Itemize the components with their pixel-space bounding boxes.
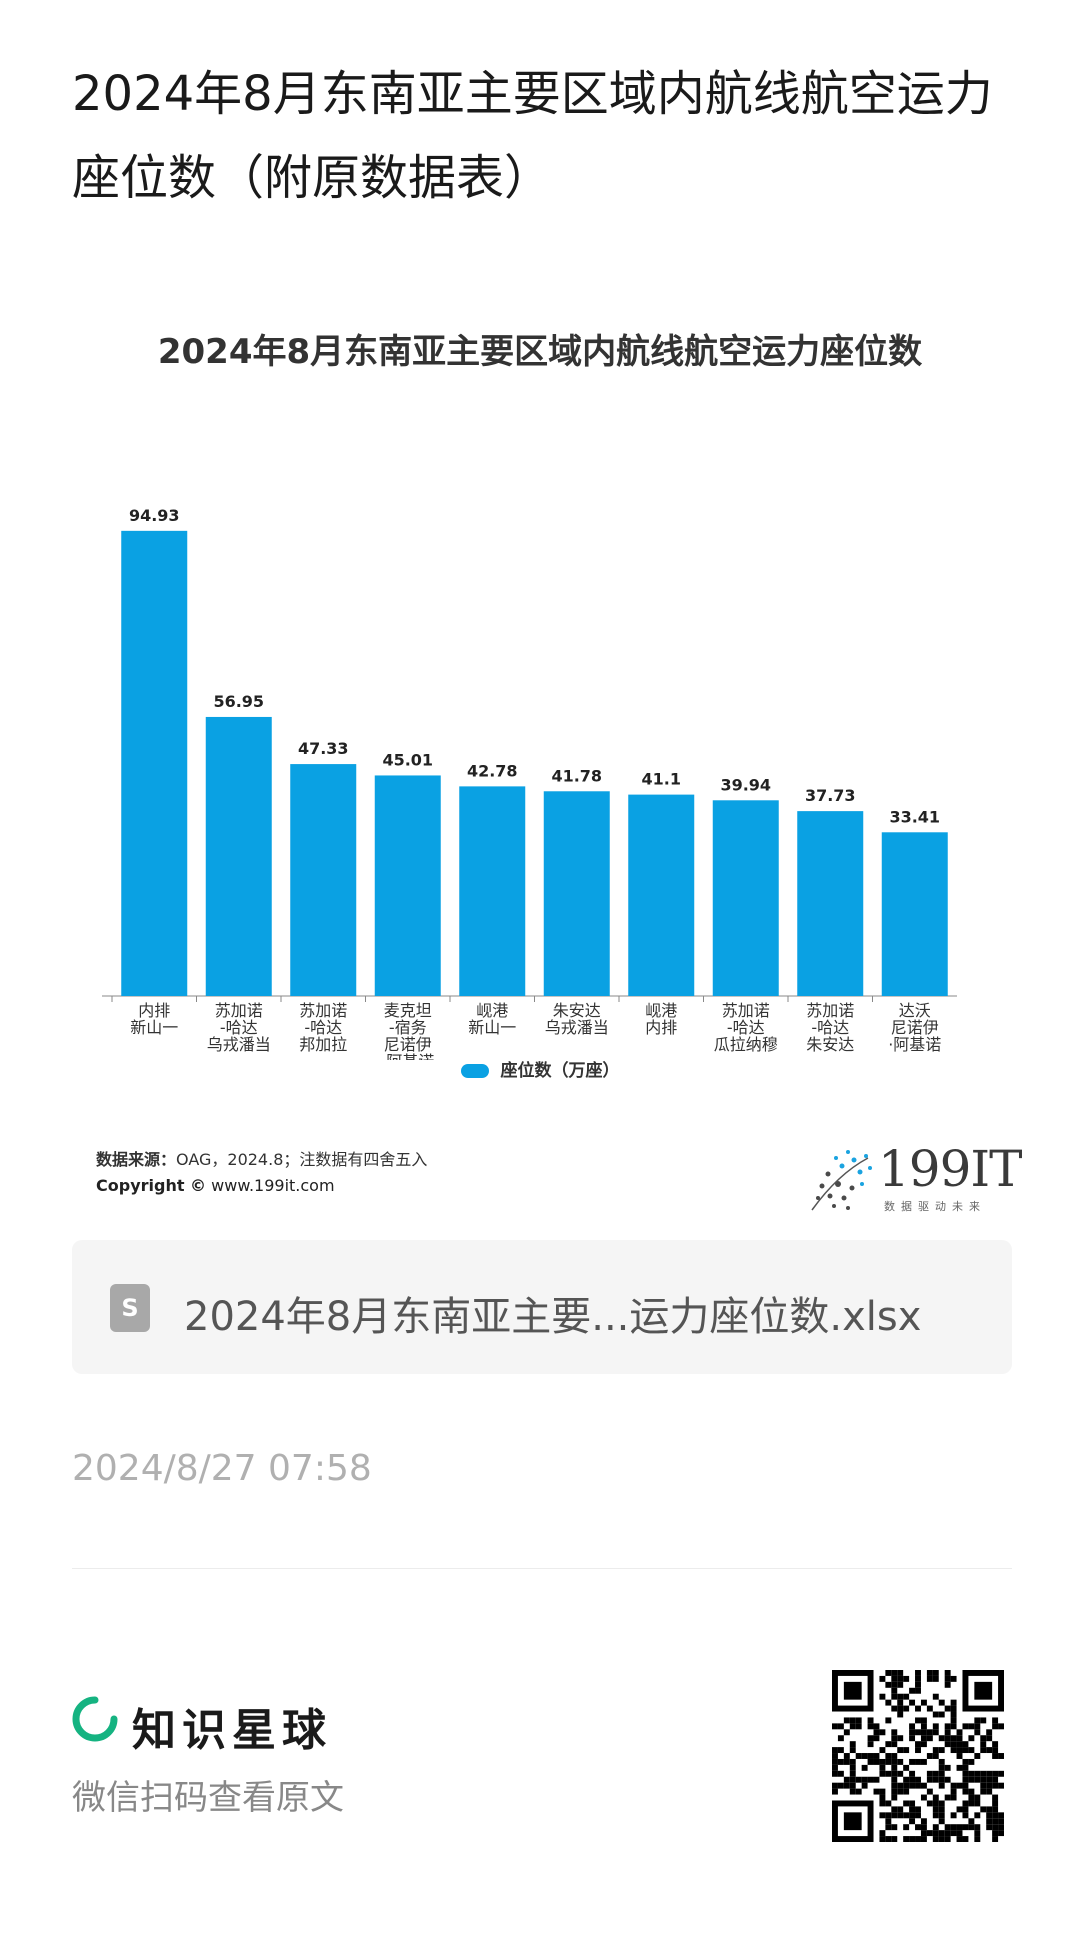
- bar-value-label: 94.93: [129, 506, 180, 525]
- attachment-file-name[interactable]: 2024年8月东南亚主要...运力座位数.xlsx: [184, 1294, 922, 1340]
- bar-chart: 94.93内排新山一56.95苏加诺-哈达乌戎潘当47.33苏加诺-哈达邦加拉4…: [102, 506, 957, 1060]
- dandelion-logo-icon: [811, 1150, 872, 1211]
- brand-name: 知识星球: [132, 1705, 332, 1756]
- category-label: 达沃: [899, 1001, 931, 1020]
- category-label: 苏加诺: [806, 1001, 854, 1020]
- category-label: 朱安达: [806, 1035, 854, 1054]
- category-label: 新山一: [468, 1018, 516, 1037]
- category-label: -宿务: [389, 1018, 427, 1037]
- category-label: ·阿基诺: [381, 1052, 434, 1060]
- bar-value-label: 37.73: [805, 786, 856, 805]
- chart-card: 2024年8月东南亚主要区域内航线航空运力座位数 94.93 内排 新山一 56.95…: [72, 300, 1023, 1230]
- bar: [628, 794, 695, 996]
- 199it-logo: 199IT 数据驱动未来: [808, 1140, 1023, 1220]
- bar: [374, 775, 441, 996]
- category-label: 苏加诺: [722, 1001, 770, 1020]
- logo-text: 199IT: [878, 1140, 1023, 1198]
- bar-value-label: 45.01: [382, 750, 433, 769]
- divider: [72, 1568, 1012, 1569]
- category-label: 内排: [138, 1001, 170, 1020]
- category-label: 邦加拉: [299, 1035, 347, 1054]
- chart-legend: 座位数（万座）: [72, 1056, 1008, 1081]
- spreadsheet-file-icon: S: [110, 1284, 150, 1332]
- category-label: 新山一: [130, 1018, 178, 1037]
- bar: [459, 786, 526, 996]
- bar-value-label: 33.41: [889, 807, 940, 826]
- category-label: -哈达: [304, 1018, 342, 1037]
- category-label: 岘港: [476, 1001, 508, 1020]
- category-label: -哈达: [811, 1018, 849, 1037]
- copyright-label: Copyright ©: [96, 1176, 207, 1195]
- bar: [205, 716, 272, 996]
- attachment-card[interactable]: S 2024年8月东南亚主要...运力座位数.xlsx: [72, 1240, 1012, 1374]
- category-label: 尼诺伊: [384, 1035, 432, 1054]
- category-label: 朱安达: [553, 1001, 601, 1020]
- category-label: 苏加诺: [215, 1001, 263, 1020]
- category-label: 瓜拉纳穆: [714, 1035, 778, 1054]
- qr-code[interactable]: [832, 1670, 1004, 1842]
- category-label: 尼诺伊: [891, 1018, 939, 1037]
- category-label: -哈达: [220, 1018, 258, 1037]
- chart-title: 2024年8月东南亚主要区域内航线航空运力座位数: [157, 332, 923, 372]
- category-label: 乌戎潘当: [207, 1035, 271, 1054]
- logo-tagline: 数据驱动未来: [884, 1200, 986, 1213]
- legend-label: 座位数（万座）: [500, 1061, 620, 1081]
- bar: [797, 811, 864, 996]
- bar: [543, 791, 610, 996]
- bar-value-label: 47.33: [298, 739, 349, 758]
- category-label: ·阿基诺: [888, 1035, 941, 1054]
- zsxq-ring-icon: [72, 1696, 118, 1742]
- bar: [121, 530, 188, 996]
- bar: [881, 832, 948, 996]
- bar: [712, 800, 779, 996]
- data-source: 数据来源：OAG，2024.8；注数据有四舍五入: [96, 1146, 427, 1170]
- page-title: 2024年8月东南亚主要区域内航线航空运力座位数（附原数据表）: [72, 66, 993, 206]
- category-label: 内排: [645, 1018, 677, 1037]
- source-label: 数据来源：: [96, 1150, 177, 1169]
- bar-value-label: 39.94: [720, 775, 771, 794]
- bar-value-label: 41.1: [642, 770, 681, 789]
- copyright-text: www.199it.com: [211, 1176, 335, 1195]
- bar-value-label: 42.78: [467, 761, 518, 780]
- scan-hint: 微信扫码查看原文: [72, 1778, 344, 1818]
- category-label: 麦克坦: [384, 1001, 432, 1020]
- category-label: 苏加诺: [299, 1001, 347, 1020]
- source-text: OAG，2024.8；注数据有四舍五入: [176, 1150, 428, 1169]
- publish-timestamp: 2024/8/27 07:58: [72, 1448, 372, 1489]
- category-label: 乌戎潘当: [545, 1018, 609, 1037]
- category-label: -哈达: [727, 1018, 765, 1037]
- bar-value-label: 56.95: [213, 692, 264, 711]
- bar: [290, 764, 357, 996]
- category-label: 岘港: [645, 1001, 677, 1020]
- bar-value-label: 41.78: [551, 766, 602, 785]
- copyright: Copyright © www.199it.com: [96, 1176, 335, 1195]
- legend-swatch: [460, 1064, 489, 1078]
